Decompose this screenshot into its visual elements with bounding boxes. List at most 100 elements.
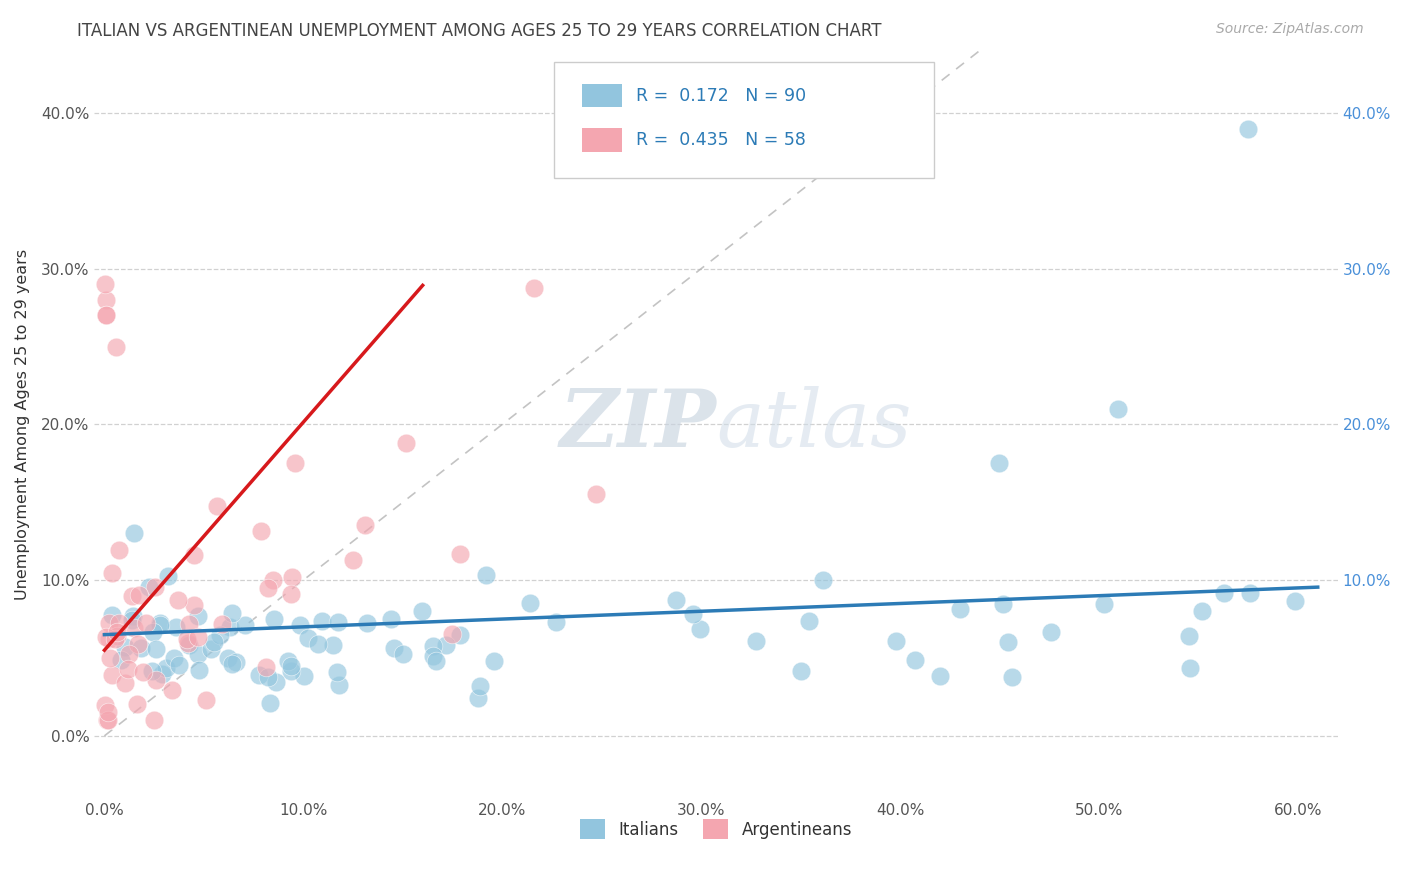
Bar	[582, 128, 621, 153]
Point	[187, 647, 209, 661]
Point	[356, 615, 378, 630]
Point	[247, 668, 270, 682]
Point	[143, 580, 166, 594]
Point	[187, 663, 209, 677]
Point	[1178, 660, 1201, 674]
Text: Source: ZipAtlas.com: Source: ZipAtlas.com	[1216, 22, 1364, 37]
Point	[128, 588, 150, 602]
Point	[380, 612, 402, 626]
Point	[467, 691, 489, 706]
Point	[217, 650, 239, 665]
Point	[322, 639, 344, 653]
Point	[145, 673, 167, 687]
Point	[991, 597, 1014, 611]
Point	[948, 602, 970, 616]
Point	[929, 669, 952, 683]
Point	[904, 653, 927, 667]
Point	[98, 632, 121, 647]
Point	[148, 615, 170, 630]
Point	[94, 277, 117, 292]
Point	[384, 641, 406, 656]
Point	[163, 651, 186, 665]
Point	[264, 675, 287, 690]
Point	[101, 566, 124, 581]
Point	[176, 632, 198, 646]
Point	[519, 596, 541, 610]
Point	[1107, 401, 1129, 416]
Point	[436, 638, 458, 652]
Point	[422, 639, 444, 653]
Point	[425, 654, 447, 668]
Point	[219, 620, 242, 634]
Point	[263, 612, 285, 626]
Point	[221, 657, 243, 671]
Point	[288, 618, 311, 632]
Point	[1284, 594, 1306, 608]
Point	[449, 627, 471, 641]
Point	[107, 543, 129, 558]
Point	[143, 713, 166, 727]
Point	[1213, 586, 1236, 600]
Point	[100, 668, 122, 682]
Point	[277, 654, 299, 668]
Point	[262, 574, 284, 588]
Point	[167, 593, 190, 607]
Point	[94, 698, 117, 712]
Point	[183, 598, 205, 612]
Point	[129, 640, 152, 655]
Point	[177, 616, 200, 631]
Point	[997, 635, 1019, 649]
Point	[177, 636, 200, 650]
Point	[441, 627, 464, 641]
Point	[209, 628, 232, 642]
Point	[194, 693, 217, 707]
Point	[259, 696, 281, 710]
Point	[105, 624, 128, 639]
Point	[292, 669, 315, 683]
Point	[328, 678, 350, 692]
Point	[149, 617, 172, 632]
Point	[157, 568, 180, 582]
Point	[142, 624, 165, 639]
Point	[884, 634, 907, 648]
Point	[107, 616, 129, 631]
Point	[202, 635, 225, 649]
Point	[177, 638, 200, 652]
Point	[94, 293, 117, 307]
Point	[256, 581, 278, 595]
Point	[160, 682, 183, 697]
Point	[110, 653, 132, 667]
Point	[249, 524, 271, 538]
Point	[745, 634, 768, 648]
Point	[1001, 670, 1024, 684]
Point	[138, 581, 160, 595]
Point	[187, 609, 209, 624]
Point	[280, 664, 302, 678]
Point	[665, 593, 688, 607]
Point	[790, 664, 813, 678]
Point	[96, 309, 118, 323]
Point	[225, 655, 247, 669]
Point	[152, 667, 174, 681]
Point	[127, 697, 149, 711]
Point	[682, 607, 704, 621]
Point	[94, 309, 117, 323]
Point	[104, 340, 127, 354]
Point	[145, 642, 167, 657]
Point	[395, 436, 418, 450]
Point	[354, 517, 377, 532]
Point	[127, 637, 149, 651]
Point	[482, 655, 505, 669]
Point	[221, 606, 243, 620]
Point	[1040, 625, 1063, 640]
Text: R =  0.172   N = 90: R = 0.172 N = 90	[637, 87, 807, 104]
Point	[211, 617, 233, 632]
Point	[233, 617, 256, 632]
FancyBboxPatch shape	[554, 62, 934, 178]
Point	[121, 613, 143, 627]
Point	[392, 647, 415, 661]
Bar	[582, 84, 621, 108]
Point	[1178, 629, 1201, 643]
Point	[284, 456, 307, 470]
Point	[411, 604, 433, 618]
